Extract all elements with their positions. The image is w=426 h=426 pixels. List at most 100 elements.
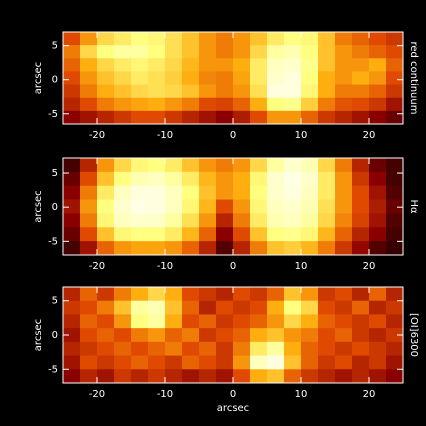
heatmap-cell xyxy=(216,355,234,370)
heatmap-cell xyxy=(233,97,251,112)
heatmap-cell xyxy=(352,227,370,242)
heatmap-cell xyxy=(250,213,268,228)
heatmap-cell xyxy=(131,341,149,357)
heatmap-cell xyxy=(267,314,285,329)
y-axis-label: arcsec xyxy=(33,62,44,94)
heatmap-cell xyxy=(284,110,302,125)
heatmap-cell xyxy=(250,199,268,214)
heatmap-cell xyxy=(165,84,183,99)
heatmap-cell xyxy=(114,45,132,59)
heatmap-cell xyxy=(250,227,268,242)
x-tick-label: 0 xyxy=(230,130,236,141)
heatmap-cell xyxy=(165,241,183,256)
heatmap-cell xyxy=(267,241,285,256)
heatmap-cell xyxy=(148,185,166,201)
heatmap-cell xyxy=(182,71,200,86)
heatmap-cell xyxy=(97,185,115,201)
heatmap-cell xyxy=(80,71,98,86)
heatmap-cell xyxy=(216,241,234,256)
heatmap-cell xyxy=(352,110,370,125)
heatmap-cell xyxy=(199,97,217,112)
heatmap-cell xyxy=(318,58,336,72)
heatmap-cell xyxy=(97,314,115,329)
heatmap-cell xyxy=(165,158,183,173)
heatmap-cell xyxy=(386,241,404,256)
heatmap-cell xyxy=(284,341,302,357)
heatmap-cell xyxy=(284,71,302,86)
heatmap-cell xyxy=(369,84,387,99)
heatmap-cell xyxy=(80,110,98,125)
heatmap-cell xyxy=(131,45,149,59)
heatmap-cell xyxy=(216,213,234,228)
heatmap-cell xyxy=(182,241,200,256)
heatmap-cell xyxy=(250,185,268,201)
heatmap-cell xyxy=(318,241,336,256)
heatmap-cell xyxy=(63,227,81,242)
heatmap-cell xyxy=(386,213,404,228)
heatmap-cell xyxy=(250,287,268,302)
heatmap-cell xyxy=(63,84,81,99)
heatmap-cell xyxy=(80,199,98,214)
heatmap-cell xyxy=(335,369,353,384)
heatmap-cell xyxy=(369,45,387,59)
heatmap-cell xyxy=(131,110,149,125)
heatmap-cell xyxy=(165,97,183,112)
heatmap-cell xyxy=(250,300,268,315)
heatmap-cell xyxy=(301,110,319,125)
y-tick-label: 5 xyxy=(52,296,58,307)
heatmap-cell xyxy=(165,355,183,370)
heatmap-cell xyxy=(216,369,234,384)
heatmap-cell xyxy=(114,97,132,112)
y-axis-label: arcsec xyxy=(33,190,44,222)
heatmap-cell xyxy=(148,110,166,125)
x-tick-label: -10 xyxy=(157,261,173,272)
heatmap-cell xyxy=(80,355,98,370)
heatmap-cell xyxy=(216,341,234,357)
heatmap-cell xyxy=(386,32,404,46)
heatmap-cell xyxy=(284,45,302,59)
heatmap-cell xyxy=(182,213,200,228)
heatmap-cell xyxy=(97,213,115,228)
heatmap-cell xyxy=(318,341,336,357)
heatmap-cell xyxy=(318,369,336,384)
heatmap-cell xyxy=(63,45,81,59)
heatmap-cell xyxy=(267,32,285,46)
heatmap-cell xyxy=(63,314,81,329)
heatmap-cell xyxy=(114,110,132,125)
heatmap-cell xyxy=(97,97,115,112)
heatmap-cell xyxy=(301,314,319,329)
heatmap-cell xyxy=(284,355,302,370)
heatmap-cell xyxy=(182,185,200,201)
heatmap-cell xyxy=(250,241,268,256)
heatmap-cell xyxy=(301,300,319,315)
heatmap-cell xyxy=(369,300,387,315)
heatmap-cell xyxy=(199,355,217,370)
heatmap-cell xyxy=(165,287,183,302)
heatmap-cell xyxy=(97,45,115,59)
heatmap-cell xyxy=(386,84,404,99)
heatmap-cell xyxy=(250,71,268,86)
heatmap-cell xyxy=(80,58,98,72)
heatmap-cell xyxy=(165,369,183,384)
heatmap-cell xyxy=(335,32,353,46)
heatmap-cell xyxy=(301,97,319,112)
heatmap-cell xyxy=(97,341,115,357)
heatmap-cell xyxy=(80,287,98,302)
heatmap-cell xyxy=(335,314,353,329)
heatmap-cell xyxy=(335,213,353,228)
heatmap-cell xyxy=(250,84,268,99)
heatmap-cell xyxy=(267,213,285,228)
heatmap-cell xyxy=(199,185,217,201)
heatmap-cell xyxy=(182,58,200,72)
heatmap-cell xyxy=(63,71,81,86)
heatmap-cell xyxy=(318,300,336,315)
heatmap-cell xyxy=(199,341,217,357)
heatmap-cell xyxy=(182,84,200,99)
heatmap-cell xyxy=(335,287,353,302)
heatmap-cell xyxy=(114,227,132,242)
heatmap-cell xyxy=(352,158,370,173)
heatmap-cell xyxy=(250,314,268,329)
heatmap-cell xyxy=(233,213,251,228)
heatmap-cell xyxy=(199,158,217,173)
heatmap-cell xyxy=(267,287,285,302)
